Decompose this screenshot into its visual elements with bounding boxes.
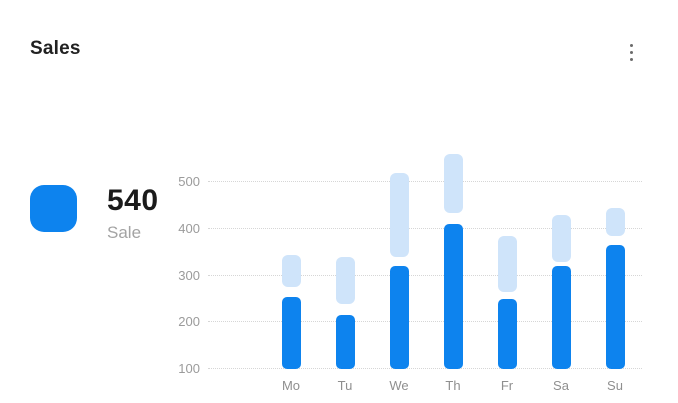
x-axis-tick-sa: Sa [553,378,569,393]
x-axis-tick-th: Th [445,378,461,393]
range-bar-mo[interactable] [281,254,301,288]
stat-text: 540 Sale [107,185,159,243]
y-axis-tick-100: 100 [178,361,200,376]
range-bar-fr[interactable] [497,236,517,292]
gridline-400 [208,228,642,229]
y-axis-tick-200: 200 [178,314,200,330]
gridline-100 [208,368,642,369]
sale-bar-tu[interactable] [335,315,355,369]
x-axis-tick-mo: Mo [281,378,301,393]
x-axis-tick-we: We [389,378,409,393]
range-bar-sa[interactable] [551,215,571,262]
y-axis-tick-500: 500 [178,174,200,190]
range-bar-tu[interactable] [335,257,355,304]
kebab-dot [629,50,633,54]
sale-bar-mo[interactable] [281,296,301,369]
sale-legend-swatch [30,185,77,232]
range-bar-su[interactable] [605,208,625,236]
gridline-500 [208,181,642,183]
sale-bar-su[interactable] [605,245,625,369]
gridline-200 [208,321,642,323]
range-bar-we[interactable] [389,173,409,257]
stat-value: 540 [107,184,159,217]
widget-title: Sales [30,38,81,59]
y-axis-tick-300: 300 [178,267,200,283]
sale-bar-fr[interactable] [497,299,517,369]
x-axis-tick-fr: Fr [500,378,514,393]
kebab-dot [629,43,633,47]
range-bar-th[interactable] [443,154,463,213]
x-axis-tick-su: Su [607,378,623,393]
x-axis-tick-tu: Tu [337,378,353,393]
sales-stat: 540 Sale [30,185,159,243]
gridline-300 [208,274,642,276]
y-axis-tick-400: 400 [178,221,200,236]
sales-bar-chart: 100 200 300 400 500 Mo Tu We Th Fr Sa Su [178,145,642,393]
sale-bar-sa[interactable] [551,266,571,369]
sale-bar-we[interactable] [389,266,409,369]
kebab-menu-icon[interactable] [622,40,640,64]
kebab-dot [629,57,633,61]
sale-bar-th[interactable] [443,224,463,369]
stat-label: Sale [107,223,142,242]
